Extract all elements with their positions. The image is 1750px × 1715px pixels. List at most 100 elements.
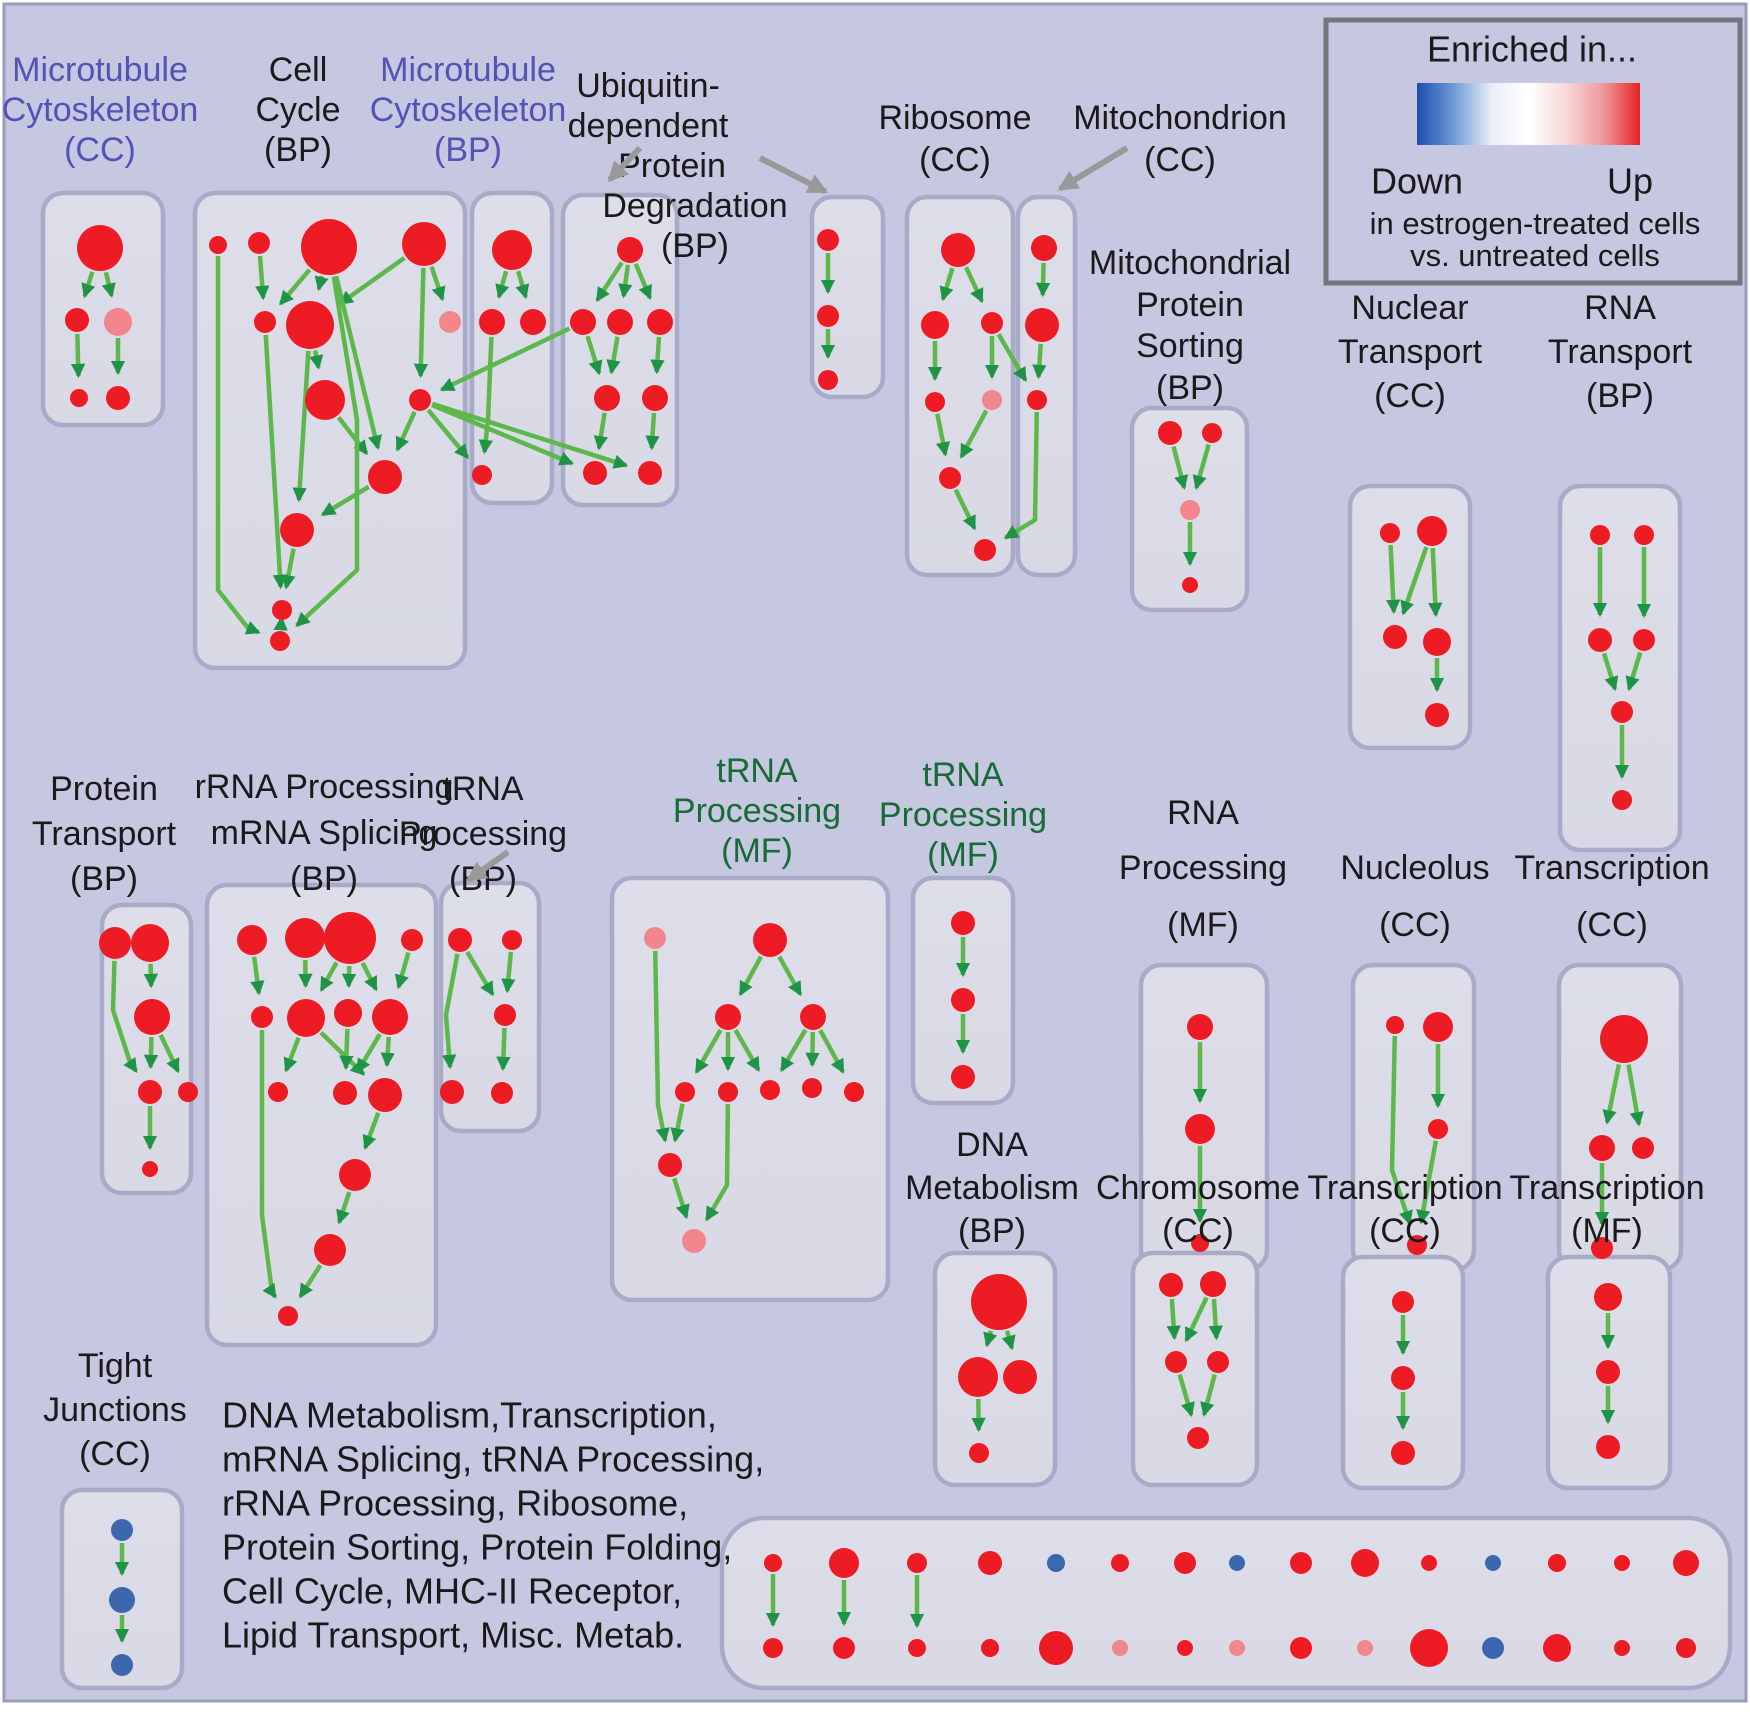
svg-text:Up: Up: [1607, 161, 1653, 202]
edge-arrow: [1200, 1373, 1217, 1417]
go-term-node-p3: [1180, 500, 1200, 520]
legend: Enriched in... Down Up in estrogen-treated …: [1323, 17, 1743, 286]
cluster-box-microtubule-bp-box: [469, 190, 555, 506]
svg-text:Ribosome: Ribosome: [878, 99, 1031, 137]
edge-arrow: [939, 267, 955, 302]
go-term-node-v5: [1611, 701, 1633, 723]
svg-text:(CC): (CC): [79, 1435, 151, 1473]
label-pointer-arrows: [465, 145, 1129, 883]
svg-text:Microtubule: Microtubule: [380, 51, 556, 89]
go-term-node-o4: [1407, 1235, 1427, 1255]
go-term-node-z3: [1632, 1137, 1654, 1159]
misc-node-top-3: [907, 1553, 927, 1573]
mitochondrion-pointer-icon: [1057, 145, 1129, 192]
go-term-node-t2: [1417, 516, 1447, 546]
go-term-node-d3: [1003, 1360, 1037, 1394]
edge-arrow: [606, 336, 621, 375]
go-term-node-n5: [106, 386, 130, 410]
misc-node-top-9: [1290, 1552, 1312, 1574]
misc-node-top-6: [1111, 1554, 1129, 1572]
go-term-node-g11: [368, 1078, 402, 1112]
svg-text:Enriched in...: Enriched in...: [1427, 29, 1637, 70]
misc-node-bottom-11: [1410, 1629, 1448, 1667]
edge-arrow: [1003, 411, 1040, 540]
cluster-box-mitochondrion-box: [1015, 194, 1078, 578]
edge-arrow: [996, 333, 1028, 383]
go-term-node-c13: [270, 631, 290, 651]
go-term-node-c1: [209, 236, 227, 254]
go-term-node-c12: [272, 600, 292, 620]
edge-arrow: [298, 1263, 323, 1299]
edge-arrow: [1626, 1064, 1644, 1127]
svg-text:(BP): (BP): [264, 131, 332, 169]
go-term-node-m4: [472, 465, 492, 485]
misc-node-bottom-7: [1177, 1640, 1193, 1656]
svg-text:Processing: Processing: [399, 815, 567, 853]
misc-node-bottom-3: [908, 1639, 926, 1657]
go-term-node-t5: [1425, 703, 1449, 727]
misc-cluster-text: DNA Metabolism,Transcription,mRNA Splici…: [222, 1395, 764, 1656]
misc-node-top-5: [1047, 1554, 1065, 1572]
go-term-node-k1: [1159, 1273, 1183, 1297]
edge-arrow: [143, 963, 159, 989]
go-term-node-b2: [817, 305, 839, 327]
svg-text:RNA: RNA: [1584, 289, 1656, 327]
edge-arrow: [360, 961, 379, 992]
go-term-node-u4: [647, 309, 673, 335]
edge-arrow: [645, 412, 660, 451]
go-term-node-b1: [817, 229, 839, 251]
go-term-node-h5: [491, 1082, 513, 1104]
svg-text:Mitochondrial: Mitochondrial: [1089, 244, 1291, 282]
edge-arrow: [935, 413, 951, 457]
edge-arrow: [314, 275, 329, 292]
edge-arrow: [336, 415, 369, 456]
edge-arrow: [320, 484, 370, 517]
svg-text:tRNA: tRNA: [922, 756, 1004, 794]
edge-arrow: [394, 951, 411, 990]
edge-arrow: [595, 261, 624, 303]
go-term-node-n3: [104, 308, 132, 336]
go-term-node-n4: [70, 389, 88, 407]
go-term-node-f2: [753, 923, 787, 957]
svg-text:Ubiquitin-: Ubiquitin-: [576, 67, 720, 105]
svg-text:Cytoskeleton: Cytoskeleton: [2, 91, 199, 129]
svg-text:(BP): (BP): [449, 860, 517, 898]
svg-text:DNA: DNA: [956, 1126, 1028, 1164]
go-term-node-v1: [1590, 525, 1610, 545]
svg-text:(BP): (BP): [1156, 369, 1224, 407]
svg-text:Transport: Transport: [32, 815, 177, 853]
go-term-node-q5: [178, 1082, 198, 1102]
svg-text:Cycle: Cycle: [255, 91, 340, 129]
misc-node-bottom-14: [1614, 1640, 1630, 1656]
go-term-node-n1: [77, 225, 123, 271]
edge-arrow: [1602, 1064, 1622, 1125]
svg-text:(BP): (BP): [958, 1212, 1026, 1250]
edge-arrow: [593, 412, 608, 451]
go-term-node-u7: [583, 461, 607, 485]
misc-node-bottom-5: [1039, 1631, 1073, 1665]
svg-text:(MF): (MF): [721, 832, 793, 870]
go-term-node-k2: [1200, 1271, 1226, 1297]
edge-arrow: [777, 955, 803, 997]
go-term-node-g2: [285, 918, 325, 958]
svg-text:vs. untreated cells: vs. untreated cells: [1410, 238, 1660, 273]
go-term-node-u3: [607, 309, 633, 335]
edge-arrow: [1032, 343, 1047, 380]
go-term-node-f4: [800, 1004, 826, 1030]
svg-text:Cell: Cell: [269, 51, 328, 89]
misc-bottom-nodes: [763, 1548, 1699, 1667]
go-term-node-u1: [617, 237, 643, 263]
go-term-node-z2: [1589, 1135, 1615, 1161]
go-term-node-c6: [286, 301, 334, 349]
edge-arrow: [1192, 443, 1211, 490]
go-term-node-m2: [479, 309, 505, 335]
go-term-node-d2: [958, 1357, 998, 1397]
go-term-node-f6: [718, 1082, 738, 1102]
svg-text:tRNA: tRNA: [716, 752, 798, 790]
edge-arrow: [292, 350, 311, 503]
edge-arrow: [585, 335, 603, 376]
svg-text:Metabolism: Metabolism: [905, 1169, 1079, 1207]
go-term-node-m3: [520, 309, 546, 335]
svg-text:Degradation: Degradation: [602, 187, 787, 225]
go-term-node-c7: [439, 311, 461, 333]
